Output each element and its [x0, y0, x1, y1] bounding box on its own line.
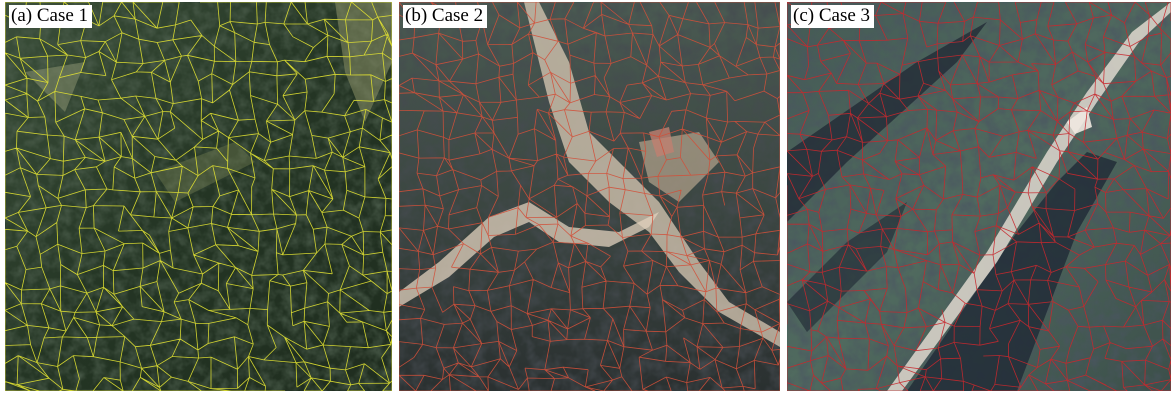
- case-2-caption: (b) Case 2: [403, 5, 488, 28]
- case-1-panel: (a) Case 1: [5, 2, 392, 391]
- case-2-segment-boundaries: [399, 2, 780, 391]
- case-2-satellite-image: [399, 2, 780, 391]
- case-1-segment-boundaries: [5, 2, 392, 391]
- case-3-segment-boundaries: [787, 2, 1171, 391]
- case-2-panel: (b) Case 2: [399, 2, 780, 391]
- case-1-satellite-image: [5, 2, 392, 391]
- segment-boundary-lines: [5, 2, 392, 391]
- case-1-caption: (a) Case 1: [9, 5, 93, 28]
- segment-boundary-lines: [399, 2, 780, 391]
- case-3-satellite-image: [787, 2, 1171, 391]
- case-3-panel: (c) Case 3: [787, 2, 1171, 391]
- segment-boundary-lines: [787, 2, 1171, 391]
- case-3-caption: (c) Case 3: [791, 5, 875, 28]
